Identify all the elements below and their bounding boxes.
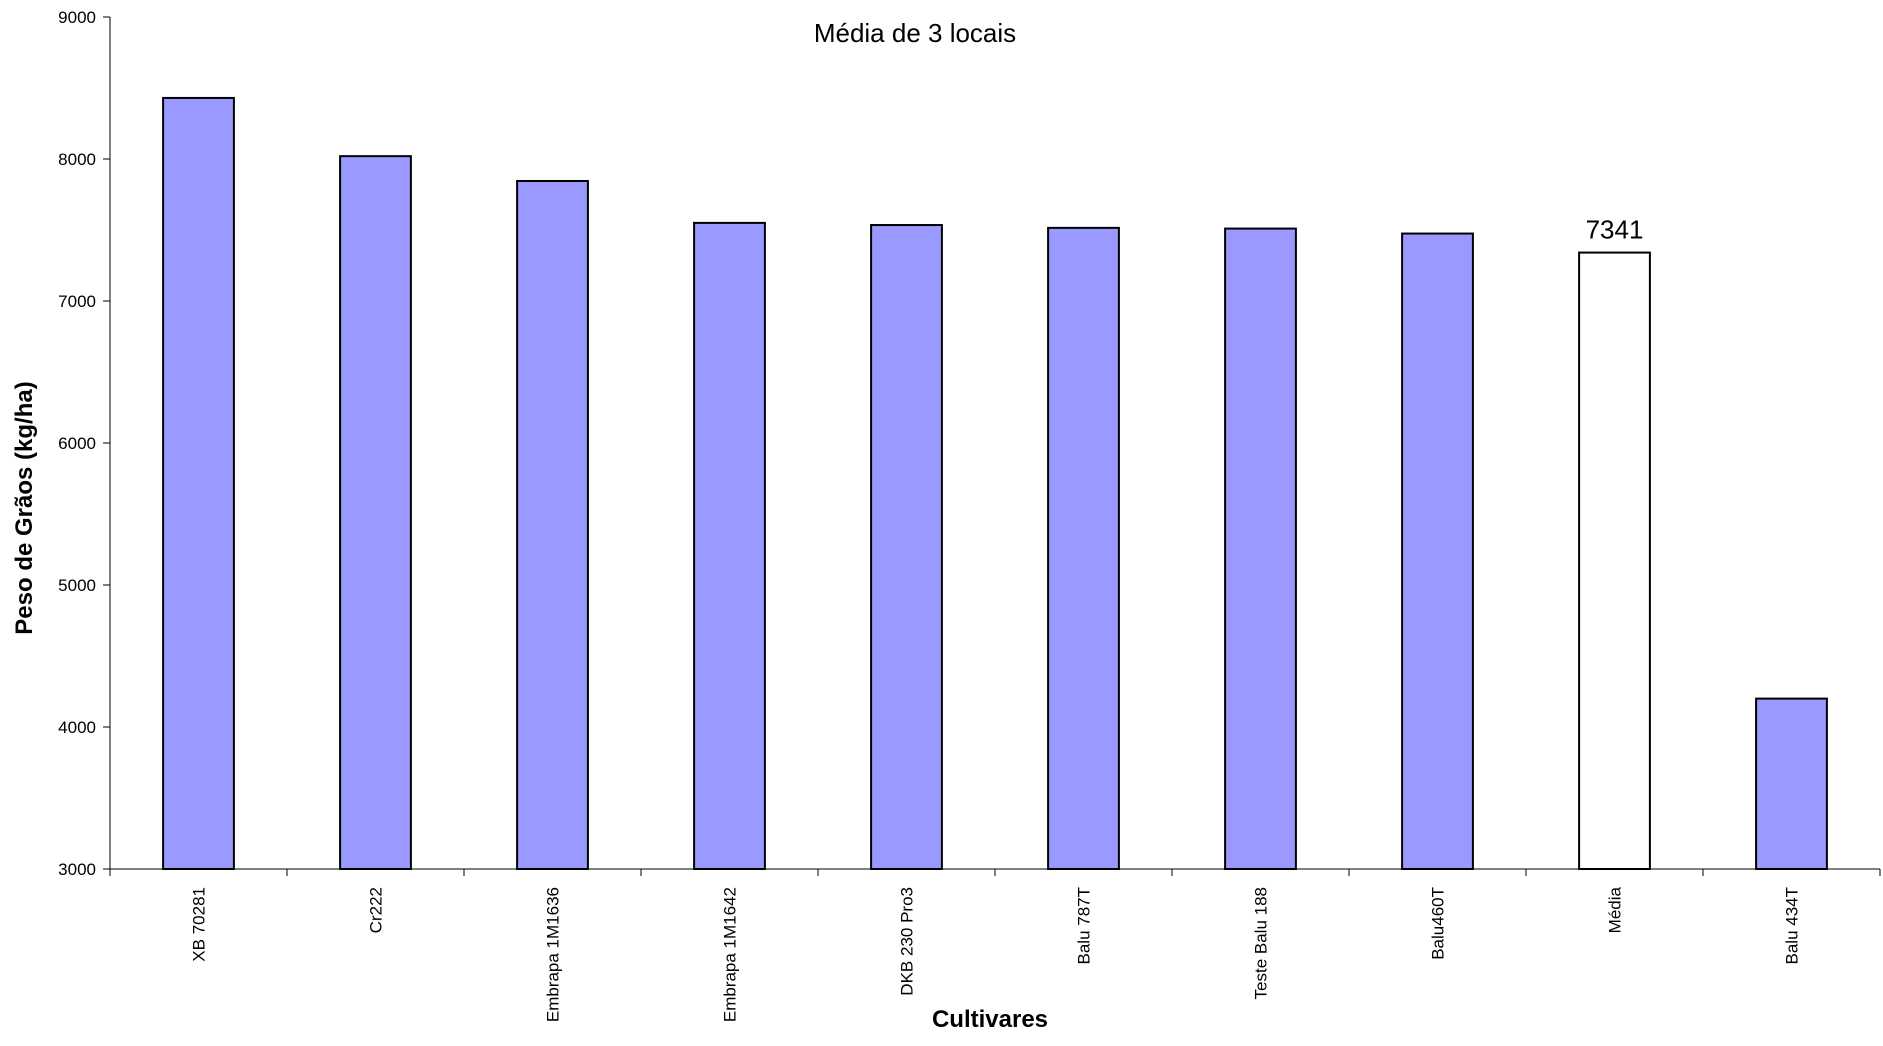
x-tick-label: XB 70281 [190, 887, 209, 962]
y-tick-label: 7000 [58, 292, 96, 311]
x-axis-title: Cultivares [932, 1006, 1048, 1033]
bar [694, 223, 765, 869]
bar [517, 181, 588, 869]
y-tick-label: 6000 [58, 434, 96, 453]
bar [1048, 228, 1119, 869]
x-tick-label: Balu460T [1429, 887, 1448, 960]
data-label: 7341 [1586, 215, 1644, 245]
y-tick-label: 9000 [58, 8, 96, 27]
bar [340, 156, 411, 869]
x-tick-label: Média [1606, 886, 1625, 933]
bar [871, 225, 942, 869]
y-tick-label: 8000 [58, 150, 96, 169]
x-axis: XB 70281 Cr222 Embrapa 1M1636 Embrapa 1M164… [110, 869, 1880, 1022]
x-tick-label: Embrapa 1M1642 [721, 887, 740, 1022]
x-tick-label: DKB 230 Pro3 [898, 887, 917, 996]
bar [1579, 253, 1650, 869]
y-tick-label: 3000 [58, 860, 96, 879]
x-tick-label: Cr222 [367, 887, 386, 933]
chart-title: Média de 3 locais [814, 18, 1016, 48]
x-tick-label: Balu 434T [1783, 887, 1802, 965]
bar [1756, 699, 1827, 869]
data-labels-group: 7341 [1586, 215, 1644, 245]
bar [1225, 229, 1296, 869]
x-tick-label: Balu 787T [1075, 887, 1094, 965]
bar [1402, 234, 1473, 869]
x-tick-label: Teste Balu 188 [1252, 887, 1271, 999]
x-tick-label: Embrapa 1M1636 [544, 887, 563, 1022]
y-tick-label: 5000 [58, 576, 96, 595]
y-axis: 3000 4000 5000 6000 7000 8000 9000 [58, 8, 110, 879]
y-axis-title: Peso de Grãos (kg/ha) [11, 381, 38, 634]
y-tick-label: 4000 [58, 718, 96, 737]
bars-group [163, 98, 1827, 869]
bar [163, 98, 234, 869]
